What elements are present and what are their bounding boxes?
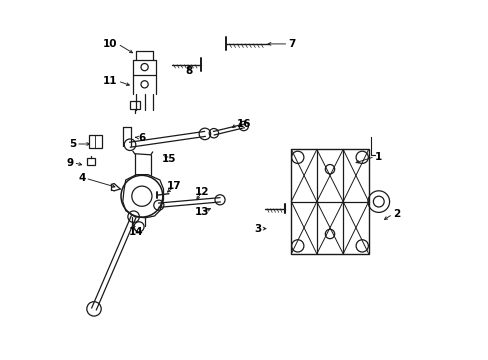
Text: 7: 7	[288, 39, 295, 49]
Text: 4: 4	[78, 173, 85, 183]
Bar	[89, 135, 102, 148]
Text: 11: 11	[103, 76, 118, 86]
Bar	[87, 158, 95, 165]
Text: 16: 16	[237, 119, 251, 129]
Text: 5: 5	[69, 139, 76, 149]
Text: 3: 3	[254, 224, 261, 234]
Text: 17: 17	[166, 181, 181, 192]
Text: 12: 12	[194, 186, 209, 197]
Text: 6: 6	[138, 132, 145, 143]
Text: 15: 15	[162, 154, 176, 164]
Text: 13: 13	[194, 207, 209, 217]
Text: 1: 1	[374, 152, 381, 162]
Text: 2: 2	[392, 209, 399, 219]
Text: 9: 9	[66, 158, 73, 168]
Text: 14: 14	[129, 227, 143, 237]
Text: 10: 10	[103, 39, 118, 49]
Bar	[291, 149, 368, 254]
Text: 8: 8	[184, 66, 192, 76]
Bar	[130, 101, 140, 109]
